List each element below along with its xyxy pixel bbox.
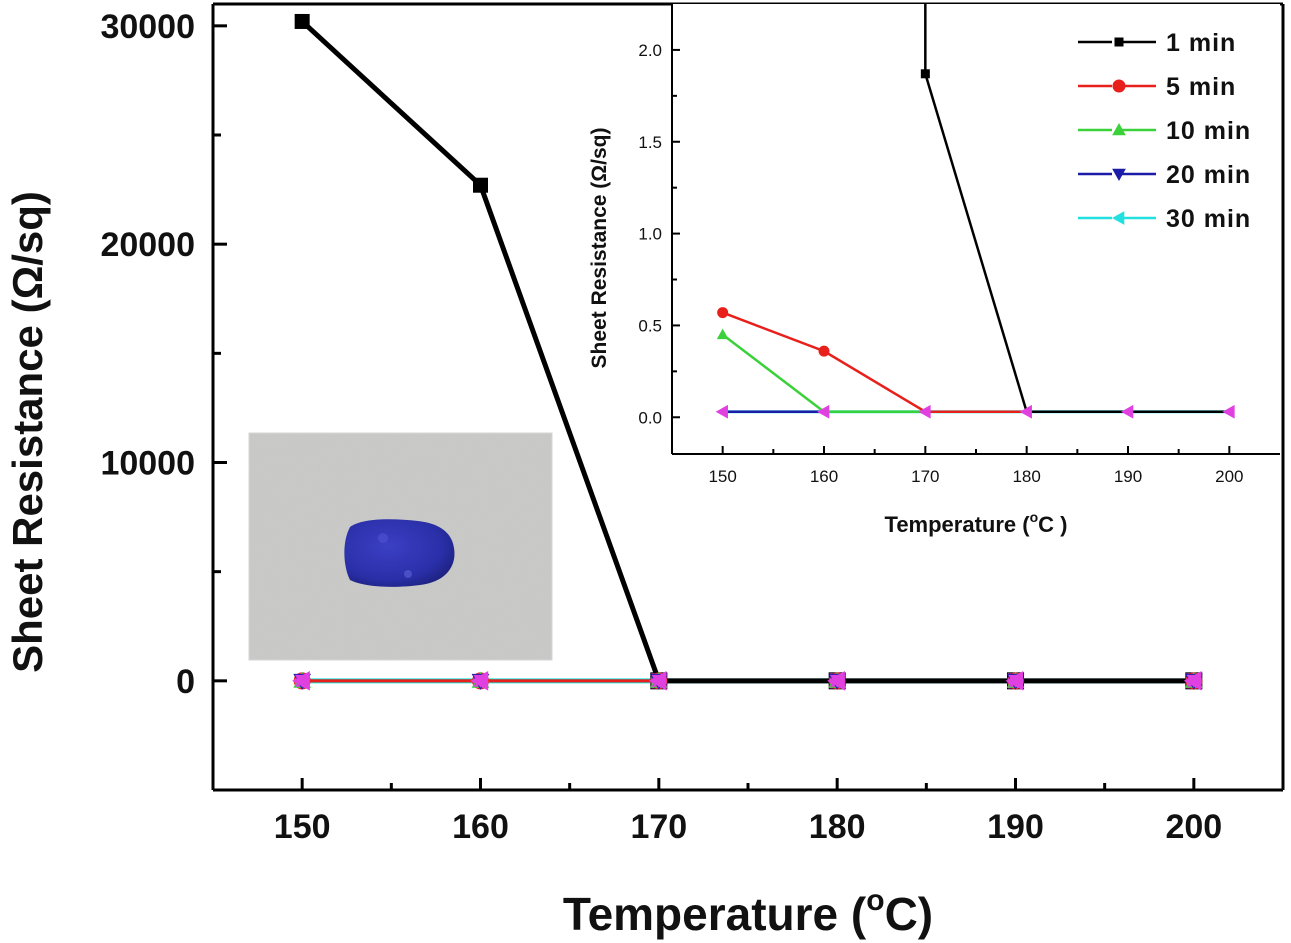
legend-entry-20-min: 20 min — [1078, 161, 1251, 189]
inset-y-axis-label: Sheet Resistance (Ω/sq) — [588, 128, 611, 369]
main-x-axis-label: Temperature (oC) — [563, 884, 933, 940]
legend-label: 5 min — [1166, 73, 1236, 101]
inset-x-tick-label: 200 — [1215, 467, 1243, 486]
inset-point — [818, 345, 830, 357]
inset-x-tick-label: 180 — [1012, 467, 1040, 486]
inset-legend: 1 min 5 min 10 min 20 min 30 min — [1078, 29, 1251, 233]
legend-marker — [1112, 122, 1126, 136]
main-point — [292, 670, 310, 691]
main-ticks: 150 160 170 180 190 200 0 10000 20000 30000 — [100, 8, 1222, 846]
inset-point — [1222, 404, 1235, 419]
legend-entry-10-min: 10 min — [1078, 117, 1251, 145]
main-x-tick-label: 150 — [274, 808, 331, 846]
main-point — [648, 670, 667, 691]
main-plot: 150 160 170 180 190 200 0 10000 20000 30000 Tempe… — [4, 2, 1285, 940]
inset-x-tick-label: 190 — [1114, 467, 1142, 486]
inset-y-tick-label: 0.0 — [638, 408, 662, 427]
main-y-axis-label: Sheet Resistance (Ω/sq) — [4, 191, 51, 673]
inset-point — [1120, 404, 1134, 419]
main-x-tick-label: 200 — [1165, 808, 1222, 846]
main-y-tick-label: 10000 — [100, 445, 195, 483]
inset-ticks: 150 160 170 180 190 200 0.0 0.5 1.0 1.5 2.0 — [638, 41, 1243, 486]
main-point — [827, 670, 845, 691]
legend-marker — [1114, 37, 1124, 47]
main-x-tick-label: 160 — [452, 808, 509, 846]
main-series-markers — [292, 13, 1203, 691]
legend-label: 10 min — [1166, 117, 1251, 145]
main-series-line-1-min — [300, 19, 1194, 684]
legend-entry-5-min: 5 min — [1078, 73, 1236, 101]
inset-y-tick-label: 1.5 — [638, 133, 662, 152]
main-point — [1005, 670, 1024, 691]
main-point — [473, 177, 488, 193]
legend-label: 30 min — [1166, 205, 1251, 233]
inset-y-tick-label: 1.0 — [638, 225, 662, 244]
main-y-tick-label: 20000 — [100, 226, 195, 264]
inset-x-tick-label: 160 — [810, 467, 838, 486]
legend-label: 20 min — [1166, 161, 1251, 189]
inset-x-axis-label: Temperature (oC ) — [885, 509, 1068, 537]
inset-series-markers — [715, 69, 1235, 419]
inset-point — [1019, 404, 1032, 419]
main-y-tick-label: 30000 — [100, 8, 195, 46]
main-x-tick-label: 190 — [987, 808, 1044, 846]
inset-point — [716, 328, 729, 340]
main-x-tick-label: 170 — [630, 808, 687, 846]
inset-point — [717, 307, 729, 319]
sample-photo — [248, 432, 553, 661]
legend-marker — [1111, 211, 1125, 225]
legend-marker — [1112, 168, 1126, 182]
main-y-tick-label: 0 — [176, 663, 195, 701]
main-point — [294, 13, 310, 29]
main-x-tick-label: 180 — [809, 808, 866, 846]
legend-label: 1 min — [1166, 29, 1236, 57]
inset-y-tick-label: 0.5 — [638, 316, 662, 335]
legend-entry-30-min: 30 min — [1078, 205, 1251, 233]
main-point — [470, 670, 489, 691]
inset-x-tick-label: 170 — [911, 467, 939, 486]
main-point — [1183, 670, 1202, 691]
inset-y-tick-label: 2.0 — [638, 41, 662, 60]
inset-plot: 150 160 170 180 190 200 0.0 0.5 1.0 1.5 2.0 1 min 5… — [588, 4, 1280, 537]
inset-point — [918, 404, 931, 419]
legend-marker — [1112, 79, 1126, 93]
inset-x-tick-label: 150 — [708, 467, 736, 486]
legend-entry-1-min: 1 min — [1078, 29, 1236, 57]
inset-point — [920, 69, 930, 79]
main-series-lines — [300, 19, 1194, 684]
inset-point — [715, 404, 728, 419]
inset-point — [816, 404, 830, 419]
